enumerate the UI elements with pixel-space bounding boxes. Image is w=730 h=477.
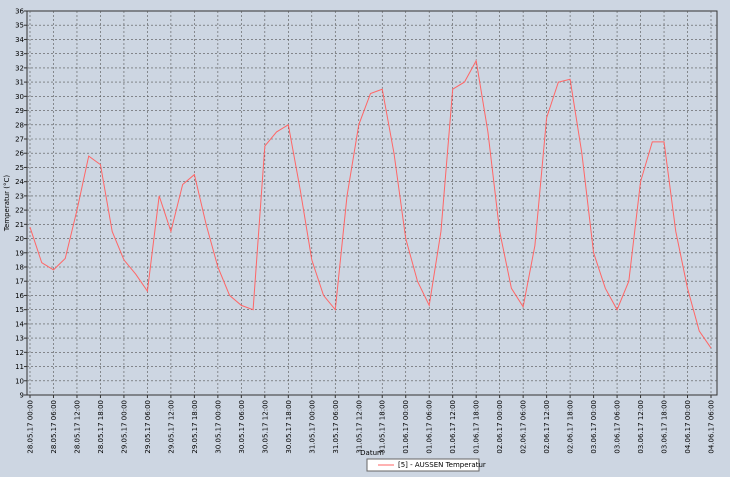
y-tick-label: 20 bbox=[15, 235, 24, 243]
y-tick-label: 28 bbox=[15, 121, 24, 129]
y-tick-label: 33 bbox=[15, 50, 24, 58]
y-tick-label: 18 bbox=[15, 264, 24, 272]
y-tick-label: 29 bbox=[15, 107, 24, 115]
y-tick-label: 24 bbox=[15, 178, 24, 186]
x-tick-label: 03.06.17 18:00 bbox=[661, 400, 669, 454]
y-tick-label: 17 bbox=[15, 278, 24, 286]
y-tick-label: 10 bbox=[15, 377, 24, 385]
y-tick-label: 9 bbox=[20, 392, 24, 400]
x-tick-label: 01.06.17 12:00 bbox=[449, 400, 457, 454]
x-tick-label: 28.05.17 12:00 bbox=[73, 400, 81, 454]
x-tick-label: 29.05.17 12:00 bbox=[167, 400, 175, 454]
y-axis-label: Temperatur (°C) bbox=[3, 175, 11, 233]
y-tick-label: 32 bbox=[15, 64, 24, 72]
y-tick-label: 21 bbox=[15, 221, 24, 229]
legend bbox=[366, 458, 480, 472]
plot-area bbox=[26, 10, 718, 396]
x-tick-label: 04.06.17 00:00 bbox=[684, 400, 692, 454]
y-tick-label: 19 bbox=[15, 249, 24, 257]
data-line bbox=[29, 59, 712, 349]
y-tick-label: 16 bbox=[15, 292, 24, 300]
x-tick-label: 02.06.17 00:00 bbox=[496, 400, 504, 454]
x-tick-label: 30.05.17 06:00 bbox=[238, 400, 246, 454]
x-tick-label: 02.06.17 06:00 bbox=[520, 400, 528, 454]
x-tick-label: 31.05.17 12:00 bbox=[355, 400, 363, 454]
x-tick-label: 30.05.17 12:00 bbox=[261, 400, 269, 454]
x-tick-label: 02.06.17 18:00 bbox=[567, 400, 575, 454]
y-tick-label: 27 bbox=[15, 136, 24, 144]
x-tick-label: 28.05.17 18:00 bbox=[97, 400, 105, 454]
y-tick-label: 23 bbox=[15, 192, 24, 200]
x-tick-label: 31.05.17 06:00 bbox=[332, 400, 340, 454]
x-tick-label: 31.05.17 00:00 bbox=[308, 400, 316, 454]
y-tick-label: 30 bbox=[15, 93, 24, 101]
x-tick-label: 02.06.17 12:00 bbox=[543, 400, 551, 454]
x-tick-label: 28.05.17 00:00 bbox=[27, 400, 35, 454]
x-tick-label: 01.06.17 00:00 bbox=[402, 400, 410, 454]
y-tick-label: 12 bbox=[15, 349, 24, 357]
x-tick-label: 28.05.17 06:00 bbox=[50, 400, 58, 454]
x-axis-label: Datum bbox=[360, 449, 384, 457]
legend-label: [5] - AUSSEN Temperatur bbox=[398, 461, 486, 469]
x-tick-label: 31.05.17 18:00 bbox=[379, 400, 387, 454]
x-tick-label: 03.06.17 00:00 bbox=[590, 400, 598, 454]
y-tick-label: 25 bbox=[15, 164, 24, 172]
y-tick-label: 36 bbox=[15, 8, 24, 16]
y-tick-label: 35 bbox=[15, 22, 24, 30]
x-tick-label: 30.05.17 00:00 bbox=[214, 400, 222, 454]
x-tick-label: 01.06.17 18:00 bbox=[473, 400, 481, 454]
x-tick-label: 29.05.17 06:00 bbox=[144, 400, 152, 454]
x-tick-label: 30.05.17 18:00 bbox=[285, 400, 293, 454]
y-tick-label: 11 bbox=[15, 363, 24, 371]
y-tick-label: 26 bbox=[15, 150, 24, 158]
y-tick-label: 22 bbox=[15, 207, 24, 215]
x-tick-label: 29.05.17 18:00 bbox=[191, 400, 199, 454]
x-tick-label: 03.06.17 12:00 bbox=[637, 400, 645, 454]
x-tick-label: 29.05.17 00:00 bbox=[120, 400, 128, 454]
x-tick-label: 04.06.17 06:00 bbox=[708, 400, 716, 454]
y-tick-label: 13 bbox=[15, 335, 24, 343]
y-tick-label: 15 bbox=[15, 306, 24, 314]
y-tick-label: 31 bbox=[15, 79, 24, 87]
y-tick-label: 34 bbox=[15, 36, 24, 44]
x-tick-label: 03.06.17 06:00 bbox=[614, 400, 622, 454]
y-tick-label: 14 bbox=[15, 320, 24, 328]
x-tick-label: 01.06.17 06:00 bbox=[426, 400, 434, 454]
